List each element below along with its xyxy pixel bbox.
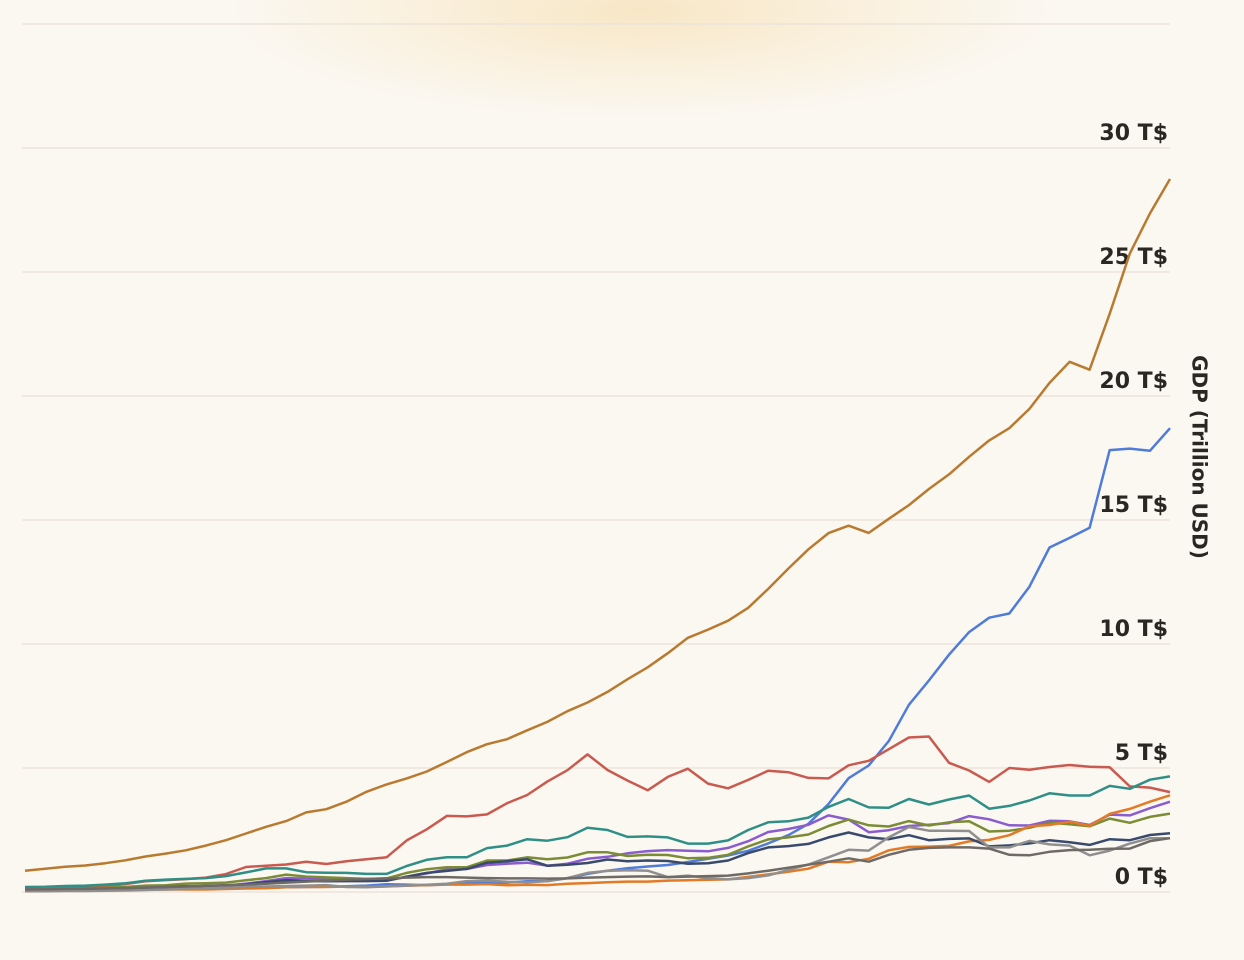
series-line (24, 735, 1171, 891)
y-axis-title: GDP (Trillion USD) (1188, 355, 1212, 559)
series-line (24, 775, 1171, 889)
y-tick-label: 0 T$ (1115, 865, 1168, 890)
y-tick-label: 30 T$ (1099, 121, 1168, 146)
y-tick-label: 5 T$ (1115, 741, 1168, 766)
series-line (25, 825, 1170, 893)
y-tick-label: 10 T$ (1099, 617, 1168, 642)
series-line (24, 178, 1172, 872)
series-line (24, 836, 1171, 891)
y-tick-label: 20 T$ (1099, 369, 1168, 394)
series-line (24, 812, 1171, 892)
y-tick-label: 25 T$ (1099, 245, 1168, 270)
y-tick-label: 15 T$ (1099, 493, 1168, 518)
